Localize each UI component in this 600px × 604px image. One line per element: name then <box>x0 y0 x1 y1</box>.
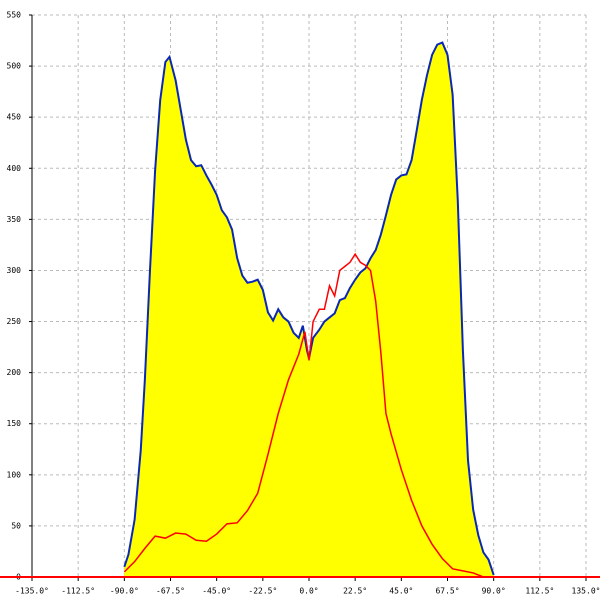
x-tick-label: -67.5° <box>156 587 185 596</box>
x-tick-label: 112.5° <box>525 587 554 596</box>
y-tick-label: 250 <box>7 317 22 326</box>
y-tick-label: 550 <box>7 11 22 20</box>
x-tick-label: 90.0° <box>482 587 506 596</box>
y-tick-label: 100 <box>7 470 22 479</box>
y-tick-label: 50 <box>11 521 21 530</box>
y-tick-label: 450 <box>7 113 22 122</box>
y-tick-label: 500 <box>7 62 22 71</box>
x-tick-label: 0.0° <box>299 587 318 596</box>
x-tick-label: 45.0° <box>389 587 413 596</box>
line <box>123 252 494 578</box>
y-tick-label: 350 <box>7 215 22 224</box>
x-tick-label: 135.0° <box>572 587 600 596</box>
y-tick-label: 400 <box>7 164 22 173</box>
y-tick-label: 150 <box>7 419 22 428</box>
x-tick-label: -112.5° <box>61 587 95 596</box>
x-tick-label: -45.0° <box>202 587 231 596</box>
x-tick-label: 22.5° <box>343 587 367 596</box>
x-tick-label: 67.5° <box>435 587 459 596</box>
x-tick-label: -90.0° <box>110 587 139 596</box>
y-tick-label: 300 <box>7 266 22 275</box>
y-tick-label: 200 <box>7 368 22 377</box>
x-tick-label: -135.0° <box>15 587 49 596</box>
x-tick-label: -22.5° <box>248 587 277 596</box>
